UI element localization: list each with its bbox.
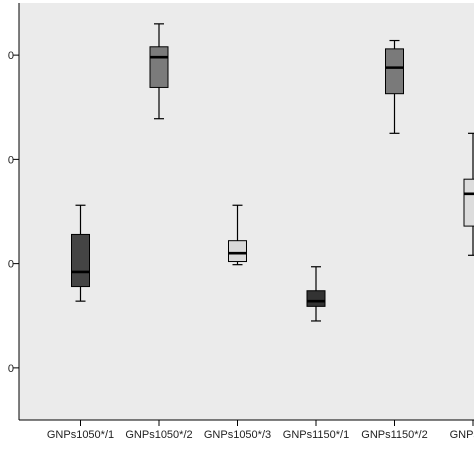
box-5 [385, 39, 404, 134]
x-tick-label: GNPs1050*/3 [204, 429, 271, 441]
x-tick-label: GNPs1050*/2 [125, 429, 192, 441]
x-tick-label: GNPs1050*/1 [47, 429, 114, 441]
y-tick-label: 0 [8, 363, 14, 375]
box-series [71, 23, 474, 322]
y-tick-label: 0 [8, 50, 14, 62]
box-6 [463, 132, 474, 256]
box-iqr [306, 290, 326, 307]
x-tick-label: GNPs1150*/1 [283, 429, 349, 441]
y-tick-label: 0 [8, 259, 14, 271]
box-4 [306, 266, 326, 322]
box-2 [149, 23, 169, 120]
plot-area [19, 3, 474, 420]
x-axis: GNPs1050*/1 GNPs1050*/2 GNPs1050*/3 GNPs115… [19, 419, 474, 441]
box-3 [228, 204, 247, 266]
y-axis: 0 0 0 0 [8, 3, 20, 420]
x-tick-label: GNPs1150*/2 [361, 429, 427, 441]
x-tick-label: GNPs115 [450, 429, 474, 441]
box-iqr [463, 178, 474, 227]
box-iqr [149, 46, 169, 88]
box-1 [71, 204, 90, 302]
box-iqr [385, 48, 404, 95]
box-iqr [71, 233, 90, 288]
y-tick-label: 0 [8, 154, 14, 166]
box-iqr [228, 240, 247, 263]
